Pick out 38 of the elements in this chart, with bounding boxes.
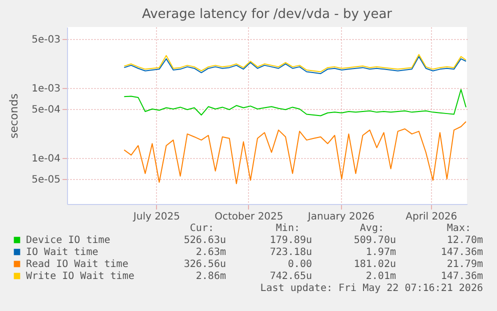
y-axis-title: seconds — [8, 93, 21, 138]
chart-title: Average latency for /dev/vda - by year — [142, 7, 393, 22]
legend-label: Read IO Wait time — [26, 259, 128, 270]
text: 12.70m — [446, 235, 483, 246]
text: 181.02u — [354, 259, 396, 270]
x-tick-label: April 2026 — [406, 212, 458, 222]
y-tick-label: 1e-04 — [32, 153, 60, 164]
legend-label: Device IO time — [26, 235, 110, 246]
text: 179.89u — [270, 235, 312, 246]
text: 326.56u — [184, 259, 226, 270]
text: Min: — [276, 223, 300, 234]
text: 1.97m — [366, 247, 396, 258]
y-tick-label: 1e-03 — [32, 83, 60, 94]
text: 742.65u — [270, 271, 312, 282]
text: 147.36m — [440, 271, 483, 282]
text: 2.63m — [196, 247, 226, 258]
text: Cur: — [190, 223, 214, 234]
text: 723.18u — [270, 247, 312, 258]
y-tick-label: 5e-03 — [32, 34, 60, 46]
y-tick-label: 5e-04 — [32, 104, 60, 116]
line-series — [124, 121, 466, 184]
text: Last update: Fri May 22 07:16:21 2026 — [260, 283, 483, 294]
text: 147.36m — [440, 247, 483, 258]
text: 509.70u — [354, 235, 396, 246]
legend-label: Write IO Wait time — [26, 271, 134, 282]
x-tick-label: July 2025 — [132, 212, 180, 222]
x-tick-label: January 2026 — [306, 212, 374, 222]
text: 21.79m — [446, 259, 483, 270]
y-tick-label: 5e-05 — [32, 174, 60, 186]
x-tick-label: October 2025 — [214, 212, 284, 222]
text: 0.00 — [288, 259, 312, 270]
text: 526.63u — [184, 235, 226, 246]
line-series — [124, 88, 466, 116]
text: 2.01m — [366, 271, 396, 282]
legend-label: IO Wait time — [26, 247, 98, 258]
text: 2.86m — [196, 271, 226, 282]
text: Max: — [446, 223, 471, 234]
text: Avg: — [360, 223, 384, 234]
